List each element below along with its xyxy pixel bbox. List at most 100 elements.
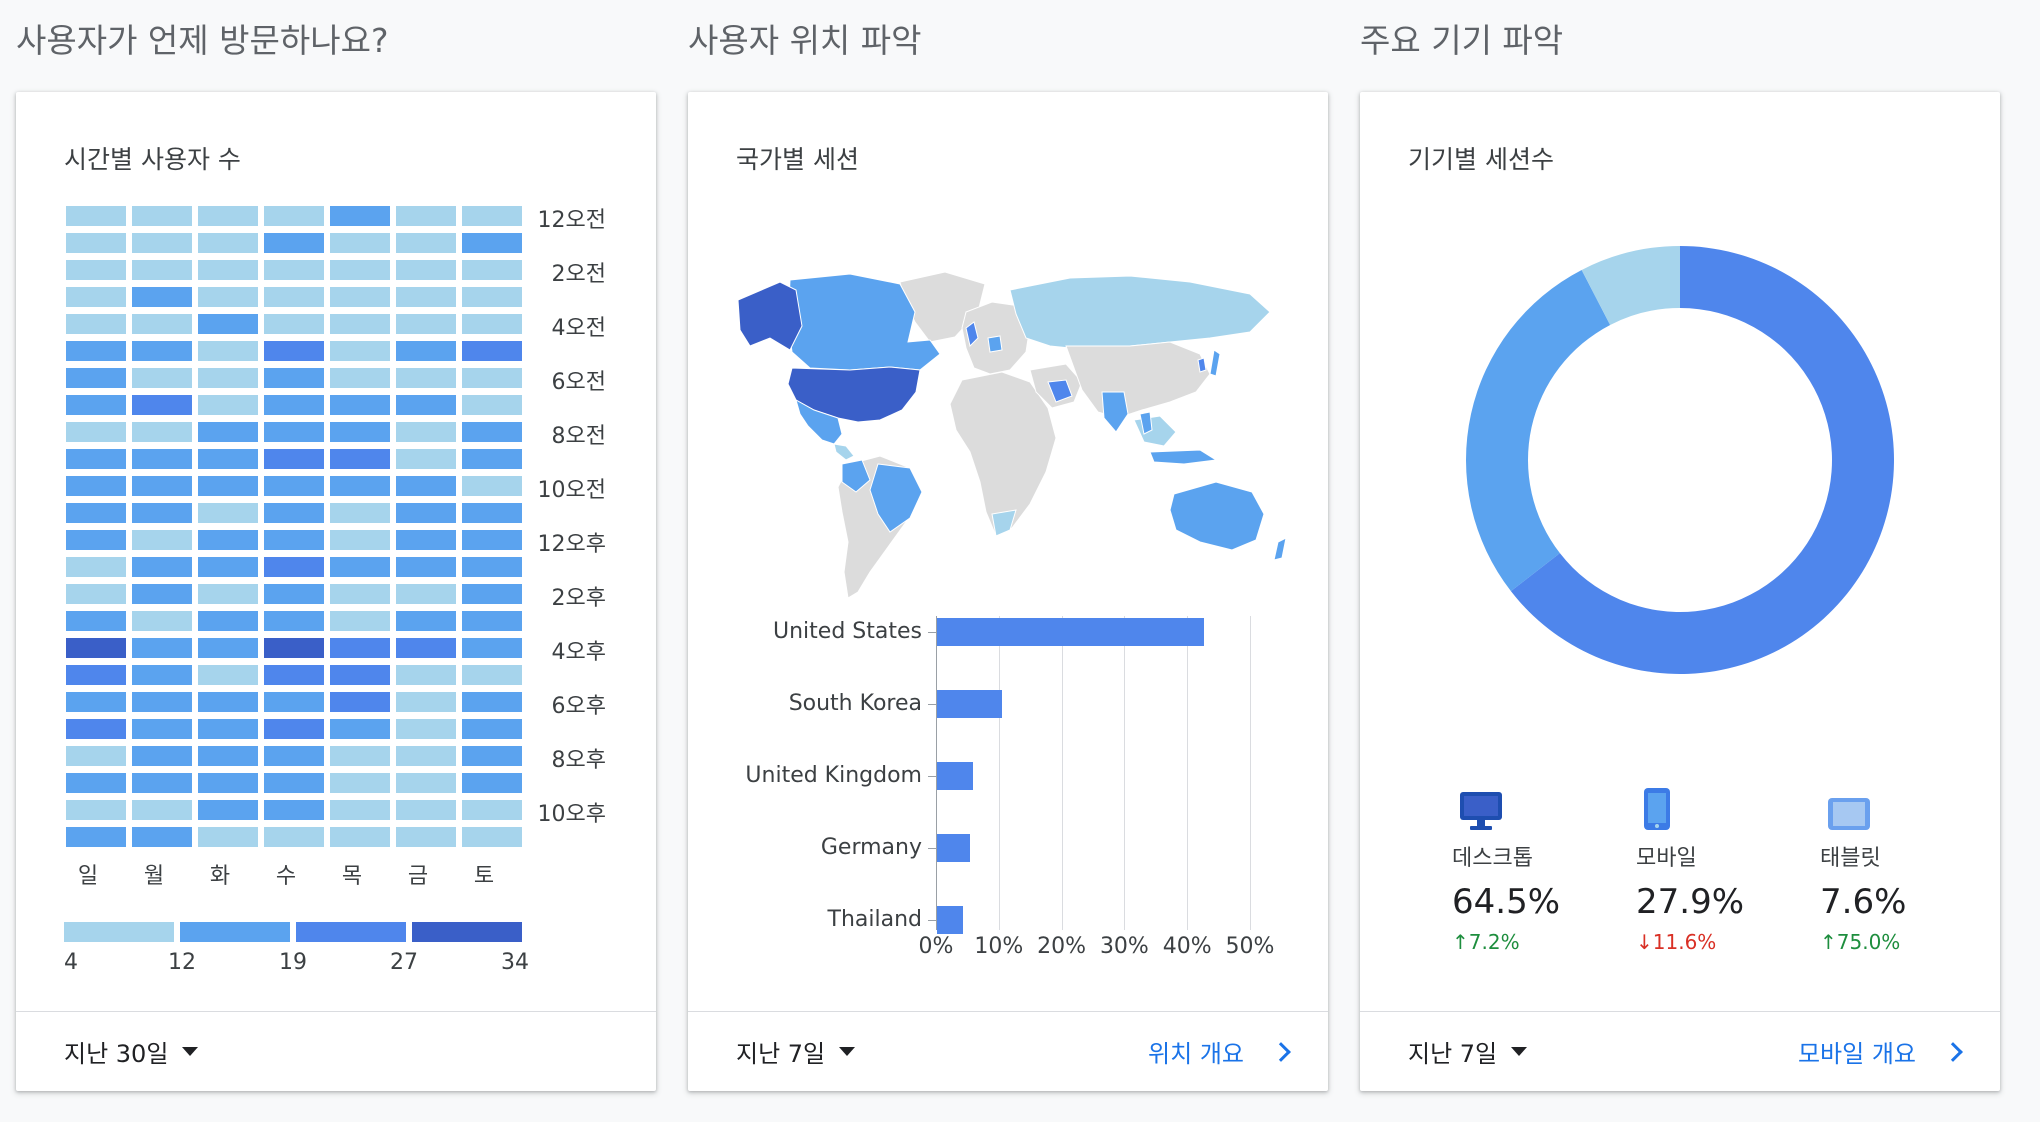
heatmap-cell [462, 827, 522, 847]
donut-slice[interactable] [1510, 246, 1894, 674]
date-range-select[interactable]: 지난 7일 [736, 1034, 856, 1069]
heatmap-cell [462, 422, 522, 442]
map-region-russia[interactable] [1009, 275, 1271, 351]
heatmap-cell [66, 773, 126, 793]
heatmap-cell [66, 800, 126, 820]
map-region-thailand[interactable] [1139, 411, 1153, 435]
chevron-right-icon [1943, 1041, 1963, 1062]
heatmap-cell [66, 692, 126, 712]
map-region-uk[interactable] [965, 321, 979, 347]
country-bar[interactable] [937, 834, 971, 862]
heatmap-cell [198, 557, 258, 577]
heatmap-cell [396, 692, 456, 712]
heatmap-cell [462, 692, 522, 712]
donut-slice[interactable] [1581, 246, 1680, 326]
heatmap-cell [132, 692, 192, 712]
heatmap-cell [396, 422, 456, 442]
country-bar[interactable] [937, 618, 1204, 646]
heatmap-cell [198, 422, 258, 442]
heatmap-cell [330, 395, 390, 415]
chevron-right-icon [1271, 1041, 1291, 1062]
heatmap-cell [132, 260, 192, 280]
map-region-alaska[interactable] [737, 281, 803, 351]
map-region-south-africa[interactable] [991, 509, 1017, 537]
map-region-asia[interactable] [1065, 341, 1211, 419]
heatmap-cell [66, 449, 126, 469]
heatmap-cell [264, 665, 324, 685]
date-range-label: 지난 7일 [1408, 1040, 1498, 1068]
heatmap-cell [198, 206, 258, 226]
heatmap-cell [198, 314, 258, 334]
heatmap-cell [198, 449, 258, 469]
heatmap-cell [198, 719, 258, 739]
heatmap-cell [264, 557, 324, 577]
map-region-australia[interactable] [1169, 481, 1265, 551]
heatmap-cell [396, 638, 456, 658]
location-overview-label: 위치 개요 [1148, 1040, 1244, 1068]
heatmap-cell [396, 611, 456, 631]
hour-label: 2오후 [551, 586, 606, 611]
country-bar[interactable] [937, 690, 1002, 718]
heatmap-cell [264, 530, 324, 550]
hour-label: 12오전 [537, 208, 606, 233]
heatmap-cell [66, 341, 126, 361]
map-region-canada[interactable] [787, 273, 941, 371]
heatmap-cell [462, 746, 522, 766]
heatmap-cell [462, 206, 522, 226]
device-change: ↓11.6% [1636, 930, 1796, 954]
map-region-saudi[interactable] [1047, 379, 1073, 403]
map-region-se-asia[interactable] [1133, 415, 1177, 447]
country-bar[interactable] [937, 906, 963, 934]
device-change-value: 11.6% [1652, 930, 1717, 954]
map-region-brazil[interactable] [869, 463, 923, 533]
country-bar[interactable] [937, 762, 974, 790]
date-range-select[interactable]: 지난 30일 [64, 1034, 199, 1069]
heatmap-cell [330, 233, 390, 253]
map-region-colombia[interactable] [841, 459, 871, 493]
heatmap-cell [264, 341, 324, 361]
location-overview-link[interactable]: 위치 개요 [1148, 1034, 1291, 1069]
heatmap-cell [66, 827, 126, 847]
heatmap-cell [330, 800, 390, 820]
heatmap-cell [198, 476, 258, 496]
map-region-india[interactable] [1101, 391, 1129, 433]
heatmap-cell [66, 368, 126, 388]
mobile-overview-link[interactable]: 모바일 개요 [1798, 1034, 1963, 1069]
heatmap-cell [198, 638, 258, 658]
x-tick-label: 0% [918, 934, 954, 959]
heatmap-cell [264, 287, 324, 307]
donut-slice[interactable] [1466, 269, 1611, 592]
heatmap-cell [132, 611, 192, 631]
date-range-label: 지난 7일 [736, 1040, 826, 1068]
heatmap-cell [462, 530, 522, 550]
x-tick-label: 40% [1162, 934, 1212, 959]
heatmap-cell [264, 422, 324, 442]
map-region-central-america[interactable] [833, 443, 855, 461]
grid-line [936, 616, 937, 930]
map-region-korea[interactable] [1197, 357, 1207, 373]
heatmap-cell [132, 503, 192, 523]
heatmap-cell [330, 530, 390, 550]
device-percent: 7.6% [1820, 882, 1907, 922]
heatmap-cell [462, 314, 522, 334]
heatmap-cell [264, 719, 324, 739]
heatmap-cell [396, 719, 456, 739]
world-map [737, 271, 1287, 599]
map-region-new-zealand[interactable] [1273, 537, 1287, 561]
heatmap-cell [66, 233, 126, 253]
device-mobile: 모바일 27.9% ↓11.6% [1636, 784, 1796, 954]
heatmap-cell [264, 503, 324, 523]
heatmap-cell [330, 692, 390, 712]
day-label: 월 [143, 864, 165, 889]
date-range-label: 지난 30일 [64, 1040, 169, 1068]
date-range-select[interactable]: 지난 7일 [1408, 1034, 1528, 1069]
heatmap-cell [330, 584, 390, 604]
heatmap-cell [264, 476, 324, 496]
heatmap-cell [330, 611, 390, 631]
map-region-indonesia[interactable] [1149, 449, 1218, 465]
heatmap-cell [198, 827, 258, 847]
heatmap-cell [198, 233, 258, 253]
map-region-germany[interactable] [987, 335, 1003, 353]
heatmap-cell [264, 692, 324, 712]
map-region-japan[interactable] [1209, 349, 1221, 377]
